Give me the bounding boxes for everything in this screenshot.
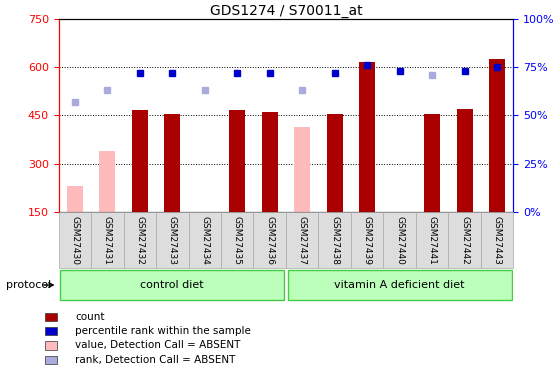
Bar <box>262 112 278 212</box>
Bar <box>189 212 221 268</box>
Text: GSM27440: GSM27440 <box>395 216 404 264</box>
Bar <box>67 186 83 212</box>
Text: GSM27432: GSM27432 <box>135 216 145 264</box>
Bar <box>449 212 481 268</box>
Text: value, Detection Call = ABSENT: value, Detection Call = ABSENT <box>75 340 240 350</box>
Text: count: count <box>75 312 105 322</box>
Bar <box>351 212 383 268</box>
Text: GSM27437: GSM27437 <box>298 216 307 264</box>
Text: GSM27430: GSM27430 <box>70 216 79 264</box>
Text: GSM27434: GSM27434 <box>200 216 209 264</box>
Text: vitamin A deficient diet: vitamin A deficient diet <box>334 280 465 290</box>
Bar <box>221 212 253 268</box>
Bar <box>286 212 319 268</box>
Bar <box>424 114 440 212</box>
Bar <box>156 212 189 268</box>
FancyBboxPatch shape <box>60 270 285 300</box>
Text: GSM27433: GSM27433 <box>168 216 177 264</box>
Bar <box>489 59 505 212</box>
Bar <box>319 212 351 268</box>
Bar <box>383 212 416 268</box>
Text: rank, Detection Call = ABSENT: rank, Detection Call = ABSENT <box>75 355 235 364</box>
Text: GSM27441: GSM27441 <box>427 216 437 264</box>
Text: GSM27436: GSM27436 <box>265 216 274 264</box>
Text: GSM27435: GSM27435 <box>233 216 242 264</box>
Bar <box>59 212 91 268</box>
Bar <box>359 62 376 212</box>
Text: GSM27438: GSM27438 <box>330 216 339 264</box>
Text: percentile rank within the sample: percentile rank within the sample <box>75 326 251 336</box>
Text: protocol: protocol <box>6 280 51 290</box>
Text: control diet: control diet <box>141 280 204 290</box>
Bar <box>99 151 116 212</box>
Bar <box>326 114 343 212</box>
FancyBboxPatch shape <box>287 270 512 300</box>
Bar <box>164 114 180 212</box>
Text: GSM27442: GSM27442 <box>460 216 469 264</box>
Text: GSM27439: GSM27439 <box>363 216 372 264</box>
Bar <box>132 111 148 212</box>
Text: GSM27431: GSM27431 <box>103 216 112 264</box>
Bar <box>456 109 473 212</box>
Bar <box>481 212 513 268</box>
Bar <box>123 212 156 268</box>
Text: GSM27443: GSM27443 <box>493 216 502 264</box>
Bar <box>229 111 246 212</box>
Bar <box>91 212 123 268</box>
Title: GDS1274 / S70011_at: GDS1274 / S70011_at <box>210 4 362 18</box>
Bar <box>253 212 286 268</box>
Bar <box>416 212 449 268</box>
Bar <box>294 127 310 212</box>
